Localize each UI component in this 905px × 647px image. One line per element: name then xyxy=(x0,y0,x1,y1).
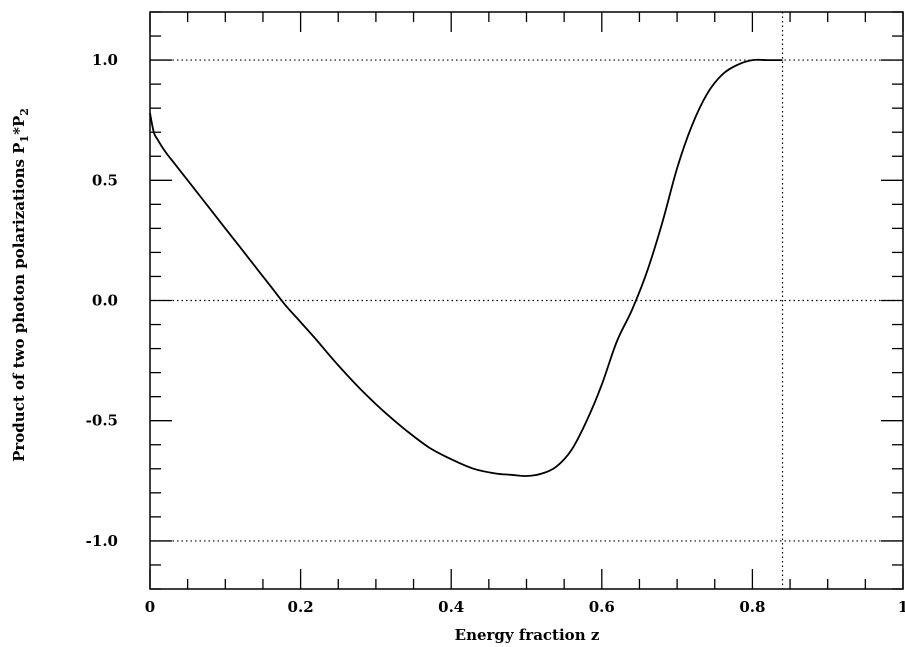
x-tick-label: 0.4 xyxy=(438,598,464,616)
axis-ticks xyxy=(149,11,904,590)
x-tick-label: 0.2 xyxy=(288,598,314,616)
y-tick-labels: -1.0 -0.5 0.0 0.5 1.0 xyxy=(86,51,118,550)
y-tick-label: 0.5 xyxy=(92,171,118,189)
y-tick-label: -1.0 xyxy=(86,532,118,550)
y-tick-label: 1.0 xyxy=(92,51,118,69)
y-axis-label-text: Product of two photon polarizations P xyxy=(10,143,28,462)
x-tick-label: 1 xyxy=(898,598,905,616)
y-axis-label-mid: *P xyxy=(10,116,28,135)
plot-frame xyxy=(149,11,904,590)
x-tick-labels: 0 0.2 0.4 0.6 0.8 1 xyxy=(145,598,905,616)
x-axis-label: Energy fraction z xyxy=(455,626,600,644)
polarization-curve xyxy=(149,58,783,477)
y-axis-label-sub2: 2 xyxy=(18,108,31,116)
y-axis-label-sub1: 1 xyxy=(18,135,31,143)
y-axis-label: Product of two photon polarizations P1*P… xyxy=(10,108,31,462)
x-tick-label: 0.8 xyxy=(739,598,765,616)
y-tick-label: -0.5 xyxy=(86,412,118,430)
reference-lines xyxy=(150,12,903,589)
y-tick-label: 0.0 xyxy=(92,292,118,310)
x-tick-label: 0.6 xyxy=(589,598,615,616)
x-tick-label: 0 xyxy=(145,598,155,616)
